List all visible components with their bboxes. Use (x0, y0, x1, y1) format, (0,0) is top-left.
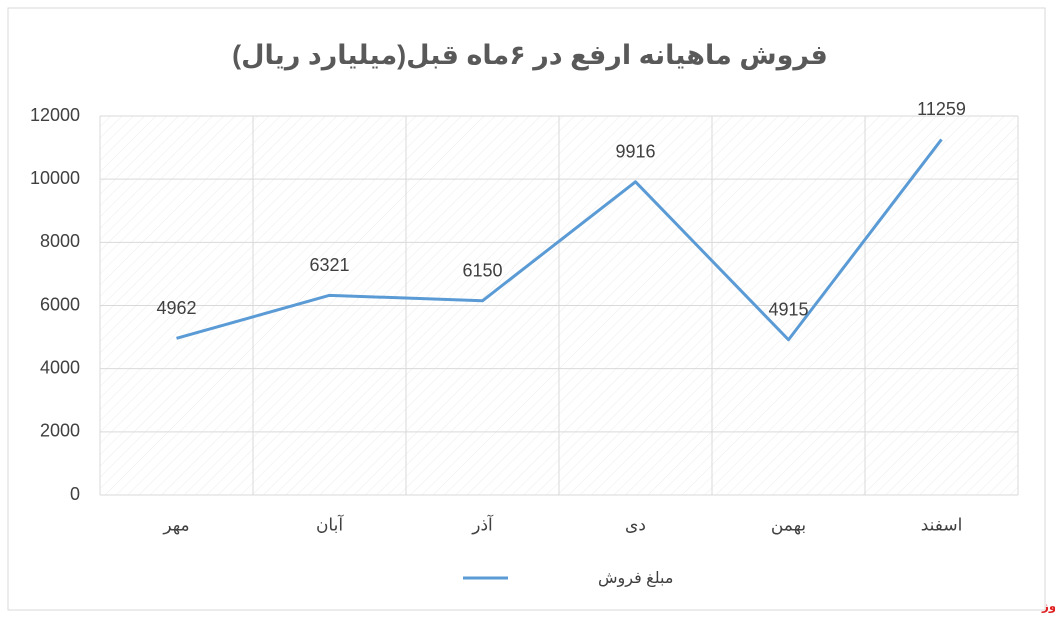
data-label: 4962 (156, 298, 196, 318)
x-tick-label: آذر (471, 513, 494, 534)
y-tick-label: 6000 (40, 294, 80, 314)
x-tick-label: دی (625, 515, 646, 534)
y-tick-label: 10000 (30, 168, 80, 188)
data-label: 11259 (917, 99, 966, 119)
data-label: 4915 (768, 300, 808, 320)
data-label: 6321 (309, 255, 349, 275)
chart-title: فروش ماهیانه ارفع در ۶ماه قبل(میلیارد ری… (232, 40, 828, 71)
y-tick-label: 0 (70, 484, 80, 504)
y-tick-label: 4000 (40, 357, 80, 377)
x-tick-label: مهر (162, 515, 189, 535)
data-line (176, 138, 943, 342)
data-label: 9916 (615, 142, 655, 162)
x-tick-label: بهمن (771, 515, 806, 535)
watermark: بورس نیوز (1041, 599, 1055, 614)
data-label: 6150 (462, 261, 502, 281)
y-tick-label: 2000 (40, 421, 80, 441)
x-tick-label: آبان (316, 513, 344, 534)
y-tick-label: 12000 (30, 105, 80, 125)
x-tick-label: اسفند (921, 515, 963, 534)
y-tick-label: 8000 (40, 231, 80, 251)
legend-label: مبلغ فروش (598, 570, 673, 588)
